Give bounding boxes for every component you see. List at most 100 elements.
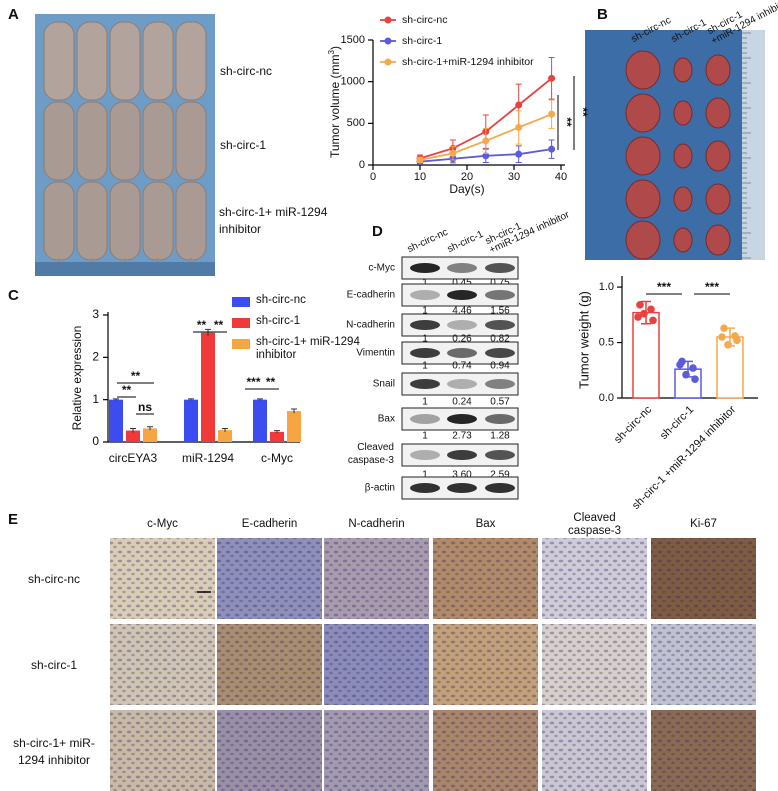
data-point	[647, 305, 655, 314]
error-bar	[188, 398, 194, 401]
mouse	[175, 21, 207, 101]
blot-ratio: 0.82	[490, 334, 510, 345]
x-tick-label: 20	[461, 171, 473, 183]
y-axis-label-text: Tumor volume (mm	[328, 54, 342, 158]
blot-band	[447, 414, 477, 424]
error-bar	[274, 430, 280, 434]
blot-ratio: 1	[422, 431, 428, 442]
data-point	[733, 336, 741, 345]
panel-label: D	[372, 223, 383, 240]
legend-label: sh-circ-nc	[256, 294, 306, 306]
legend-label-box: sh-circ-1+ miR-1294 inhibitor	[256, 336, 360, 361]
blot-band	[410, 348, 440, 358]
legend-label-box: sh-circ-nc	[256, 294, 306, 306]
blot-ratio: 1	[422, 397, 428, 408]
x-axis-label: Day(s)	[449, 182, 484, 196]
data-point	[682, 370, 690, 379]
ihc-column-label-box: E-cadherin	[241, 518, 298, 530]
blot-row-label: E-cadherin	[347, 290, 395, 301]
ihc-texture	[542, 538, 647, 619]
bar	[126, 430, 140, 442]
data-point	[689, 364, 697, 372]
tumor	[625, 93, 661, 133]
mouse	[142, 101, 174, 181]
ihc-texture	[651, 624, 756, 705]
legend-label: sh-circ-1	[402, 35, 442, 47]
data-point	[649, 316, 657, 325]
mouse	[142, 21, 174, 101]
ihc-texture	[110, 710, 215, 791]
y-tick-label: 1500	[341, 34, 365, 46]
significance-label: **	[560, 117, 574, 127]
x-tick-label: miR-1294	[182, 451, 234, 465]
y-axis-label: Relative expression	[70, 326, 84, 431]
error-bar	[205, 328, 211, 337]
tumor	[705, 97, 731, 129]
x-tick-label: c-Myc	[261, 451, 293, 465]
mouse	[175, 181, 207, 261]
legend-label: sh-circ-1+ miR-1294 inhibitor	[256, 336, 360, 361]
blot-band	[447, 290, 477, 300]
tumor	[705, 183, 731, 215]
y-tick-label: 3	[92, 307, 99, 321]
blot-row-label-box: Cleaved caspase-3	[348, 442, 394, 466]
mice-label: sh-circ-nc	[220, 64, 272, 78]
ihc-column-label: Cleaved caspase-3	[567, 512, 622, 537]
significance-label: **	[266, 375, 276, 389]
y-tick-label: 0	[359, 159, 365, 171]
panel-label: E	[8, 511, 18, 528]
ihc-row-label: sh-circ-1	[30, 658, 77, 672]
data-point	[676, 360, 684, 369]
tumor	[625, 179, 661, 219]
y-axis-label-end: )	[328, 46, 342, 50]
ihc-texture	[324, 710, 429, 791]
panel-label: A	[8, 6, 19, 23]
blot-row-label: Vimentin	[356, 348, 395, 359]
blot-ratio: 2.59	[490, 470, 510, 481]
tumor	[673, 186, 693, 212]
bar	[143, 428, 157, 442]
ihc-column-label-box: N-cadherin	[348, 518, 404, 530]
error-bar	[130, 427, 136, 433]
data-point	[724, 340, 732, 349]
ihc-texture	[433, 710, 538, 791]
blot-ratio: 0.75	[490, 278, 510, 289]
data-point	[718, 333, 726, 341]
y-tick-label: 1	[92, 392, 99, 406]
error-bar	[257, 398, 263, 401]
ihc-column-label-box: Ki-67	[690, 518, 717, 530]
tumor	[673, 57, 693, 83]
tumor	[705, 140, 731, 172]
bar	[109, 399, 123, 442]
ihc-column-label: E-cadherin	[241, 518, 298, 530]
bar	[218, 430, 232, 442]
x-tick-label: sh-circ-1	[658, 404, 696, 442]
significance-label: **	[197, 318, 207, 332]
ihc-texture	[651, 710, 756, 791]
mouse	[76, 21, 108, 101]
x-tick-label: circEYA3	[109, 451, 158, 465]
blot-strip	[401, 372, 519, 396]
blot-band	[447, 263, 477, 273]
blot-ratio: 0.45	[452, 278, 472, 289]
blot-band	[447, 483, 477, 493]
blot-ratio: 0.94	[490, 361, 510, 372]
ihc-texture	[324, 538, 429, 619]
blot-row-label: Bax	[378, 414, 395, 425]
ihc-row-label-box: sh-circ-1+ miR-1294 inhibitor	[13, 736, 95, 767]
error-bar	[147, 426, 153, 431]
blot-band	[410, 483, 440, 493]
blot-row-label: Snail	[373, 379, 395, 390]
legend-marker	[384, 16, 392, 24]
blot-band	[410, 263, 440, 273]
blot-ratio: 1.28	[490, 431, 510, 442]
ihc-row-label: sh-circ-nc	[27, 572, 80, 586]
ihc-texture	[217, 710, 322, 791]
y-tick-label: 500	[347, 117, 365, 129]
y-tick-label: 0.0	[599, 392, 614, 404]
legend-marker	[384, 37, 392, 45]
mouse	[142, 181, 174, 261]
tumor	[625, 136, 661, 176]
ihc-texture	[433, 624, 538, 705]
